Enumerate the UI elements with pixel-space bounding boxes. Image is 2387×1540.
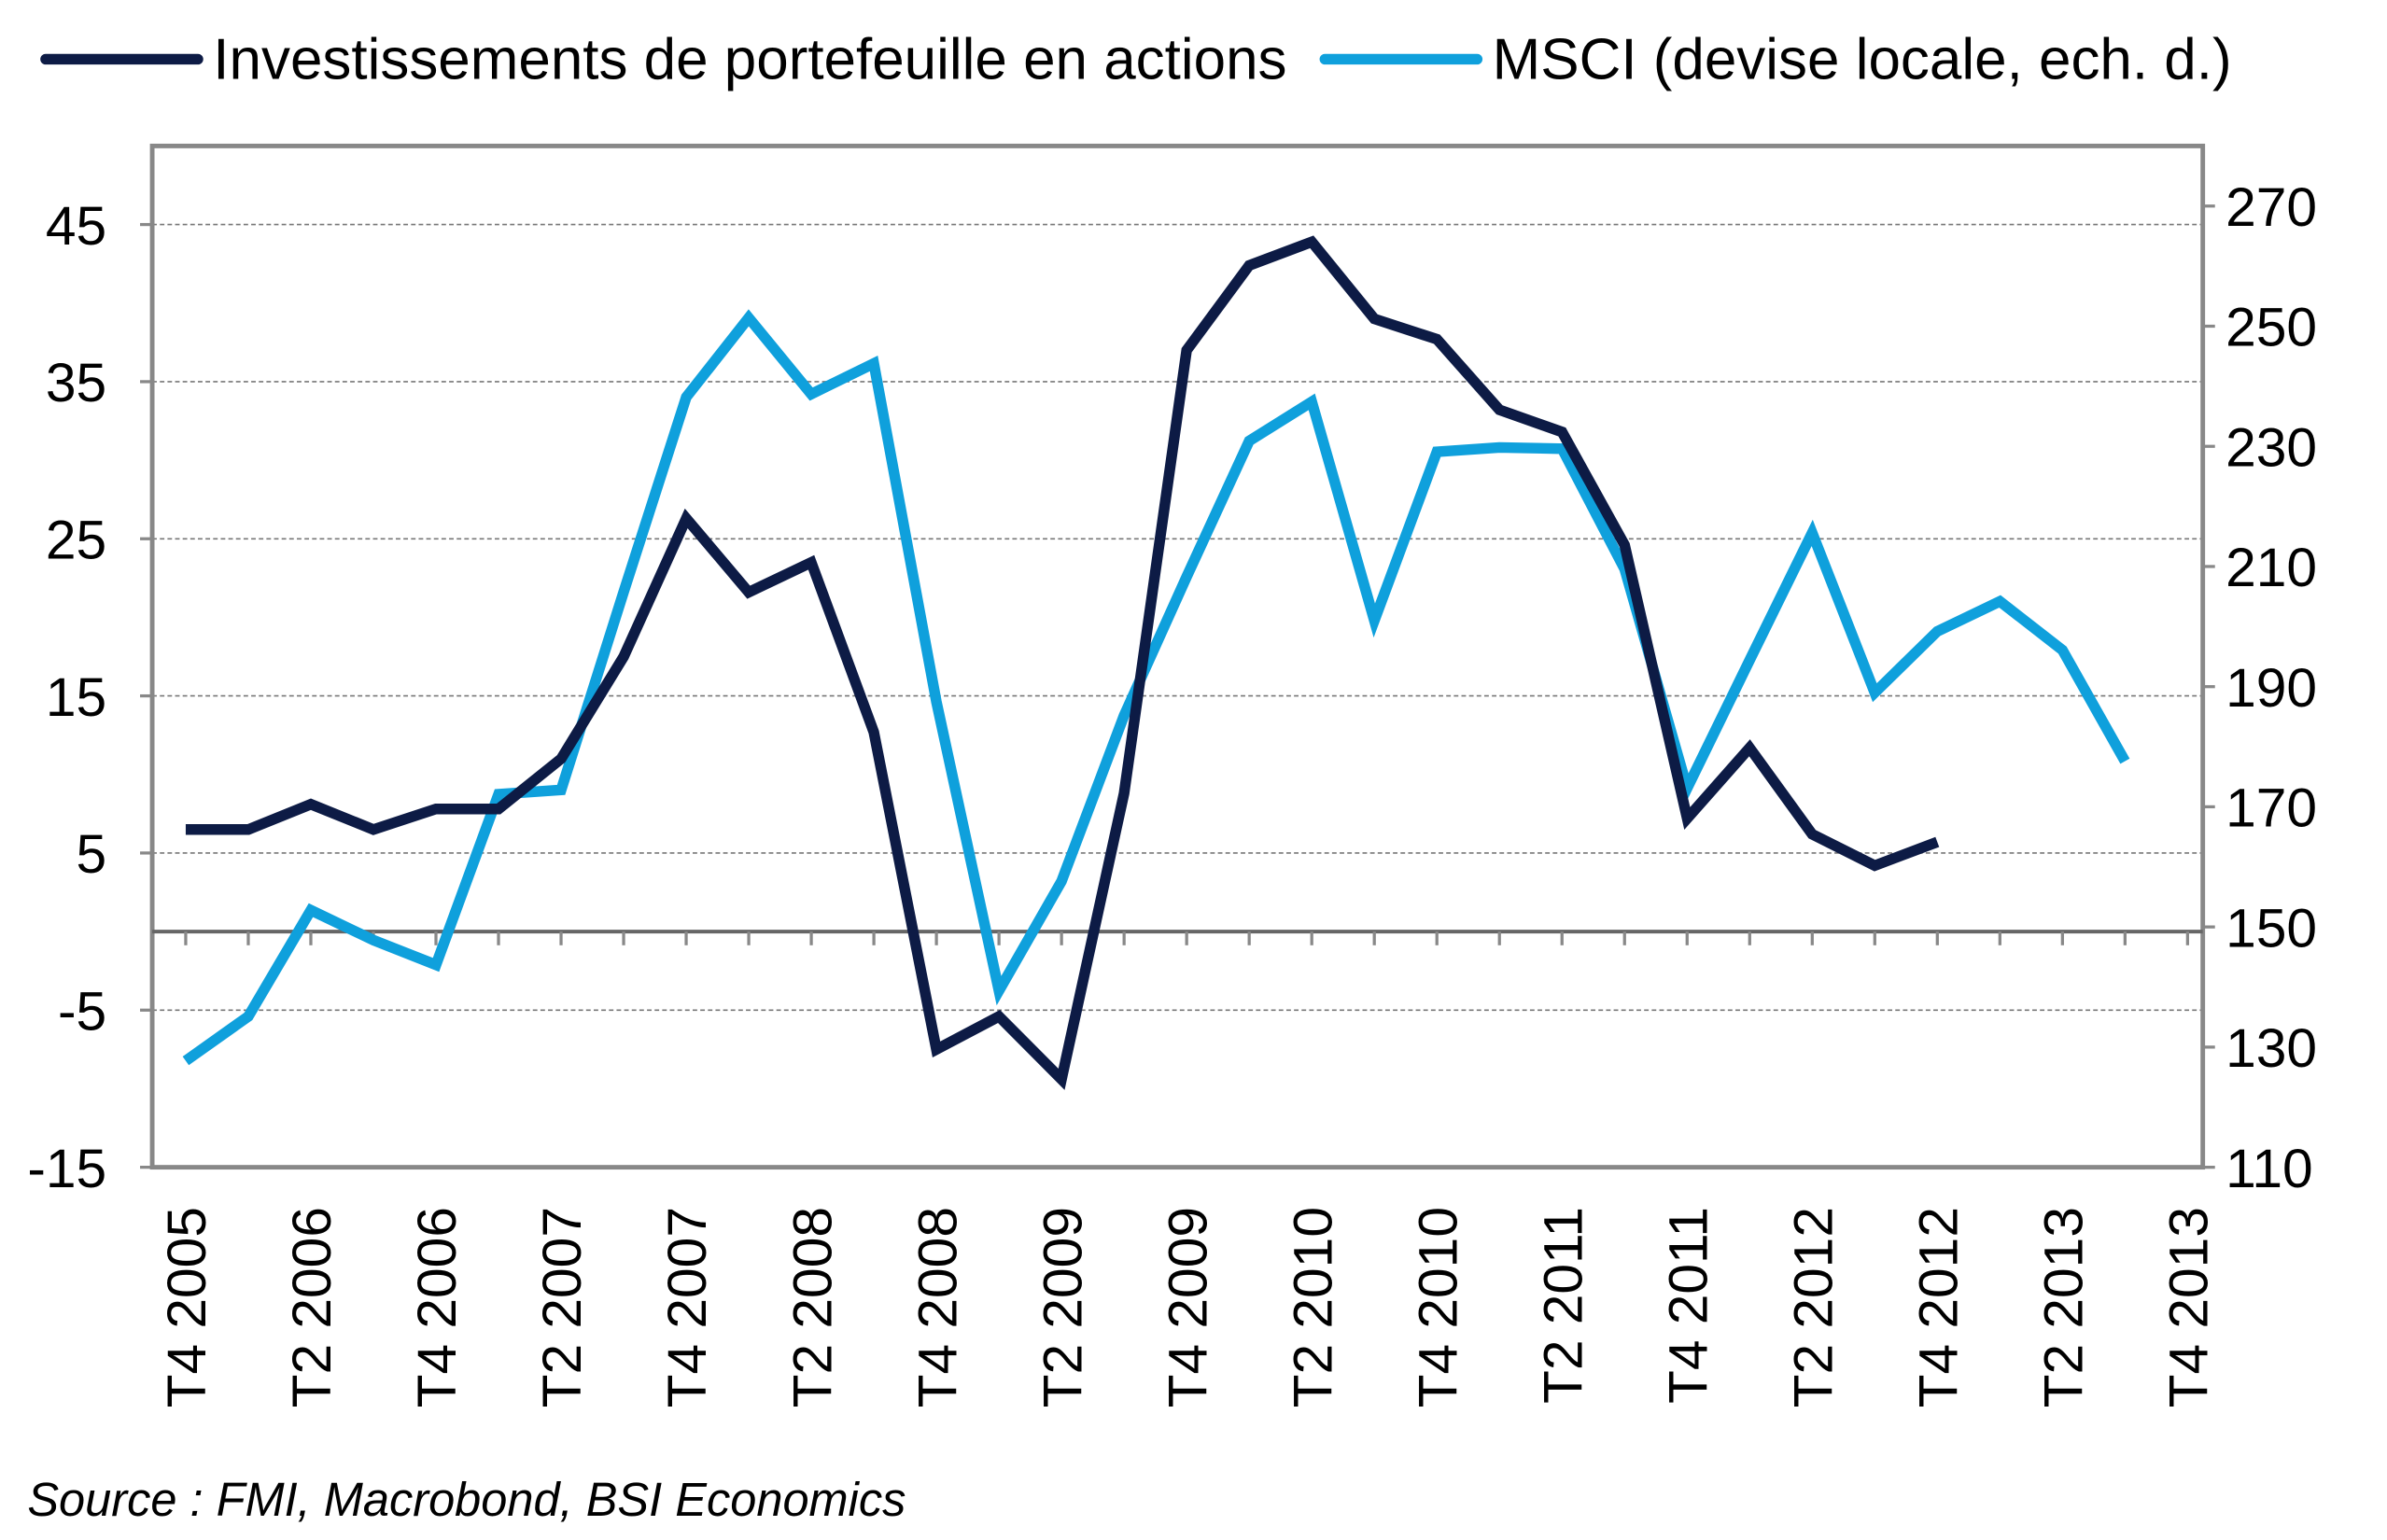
x-tick-label: T2 2009	[1032, 1207, 1093, 1407]
x-tick-label: T4 2010	[1408, 1207, 1468, 1407]
y2-tick-label: 130	[2226, 1018, 2317, 1079]
y2-tick-label: 170	[2226, 778, 2317, 839]
y-tick-label: -15	[27, 1139, 106, 1199]
plot-frame	[149, 143, 2206, 1170]
legend-label: MSCI (devise locale, ech. d.)	[1493, 28, 2232, 92]
series-line	[185, 235, 1940, 1090]
y2-tick-label: 190	[2226, 658, 2317, 719]
y-tick-label: -5	[58, 981, 106, 1042]
y-tick-label: 45	[46, 196, 106, 257]
y2-tick-label: 110	[2226, 1139, 2313, 1199]
x-tick-label: T2 2008	[782, 1207, 843, 1407]
x-tick-label: T2 2011	[1533, 1207, 1594, 1404]
x-tick-label: T2 2013	[2034, 1207, 2095, 1407]
y2-tick-label: 230	[2226, 417, 2317, 478]
x-tick-label: T2 2007	[532, 1207, 593, 1407]
x-tick-label: T4 2011	[1658, 1207, 1719, 1404]
x-tick-label: T4 2007	[657, 1207, 718, 1407]
x-tick-label: T4 2008	[907, 1207, 968, 1407]
series-line	[182, 309, 2130, 1066]
y2-tick-label: 150	[2226, 898, 2317, 959]
x-tick-label: T4 2012	[1909, 1207, 1970, 1407]
source-note: Source : FMI, Macrobond, BSI Economics	[27, 1473, 906, 1526]
y-tick-label: 15	[46, 667, 106, 728]
x-tick-label: T4 2009	[1158, 1207, 1218, 1407]
x-tick-label: T2 2010	[1283, 1207, 1343, 1407]
x-tick-label: T4 2005	[157, 1207, 218, 1407]
y-tick-label: 5	[77, 824, 107, 885]
y2-tick-label: 270	[2226, 177, 2317, 238]
x-tick-label: T2 2006	[282, 1207, 343, 1407]
y2-tick-label: 250	[2226, 298, 2317, 358]
y2-tick-label: 210	[2226, 538, 2317, 598]
x-tick-label: T4 2006	[407, 1207, 468, 1407]
x-tick-label: T4 2013	[2159, 1207, 2220, 1407]
x-tick-label: T2 2012	[1783, 1207, 1844, 1407]
y-tick-label: 35	[46, 353, 106, 413]
legend-label: Investissements de portefeuille en actio…	[213, 28, 1286, 92]
y-tick-label: 25	[46, 510, 106, 570]
